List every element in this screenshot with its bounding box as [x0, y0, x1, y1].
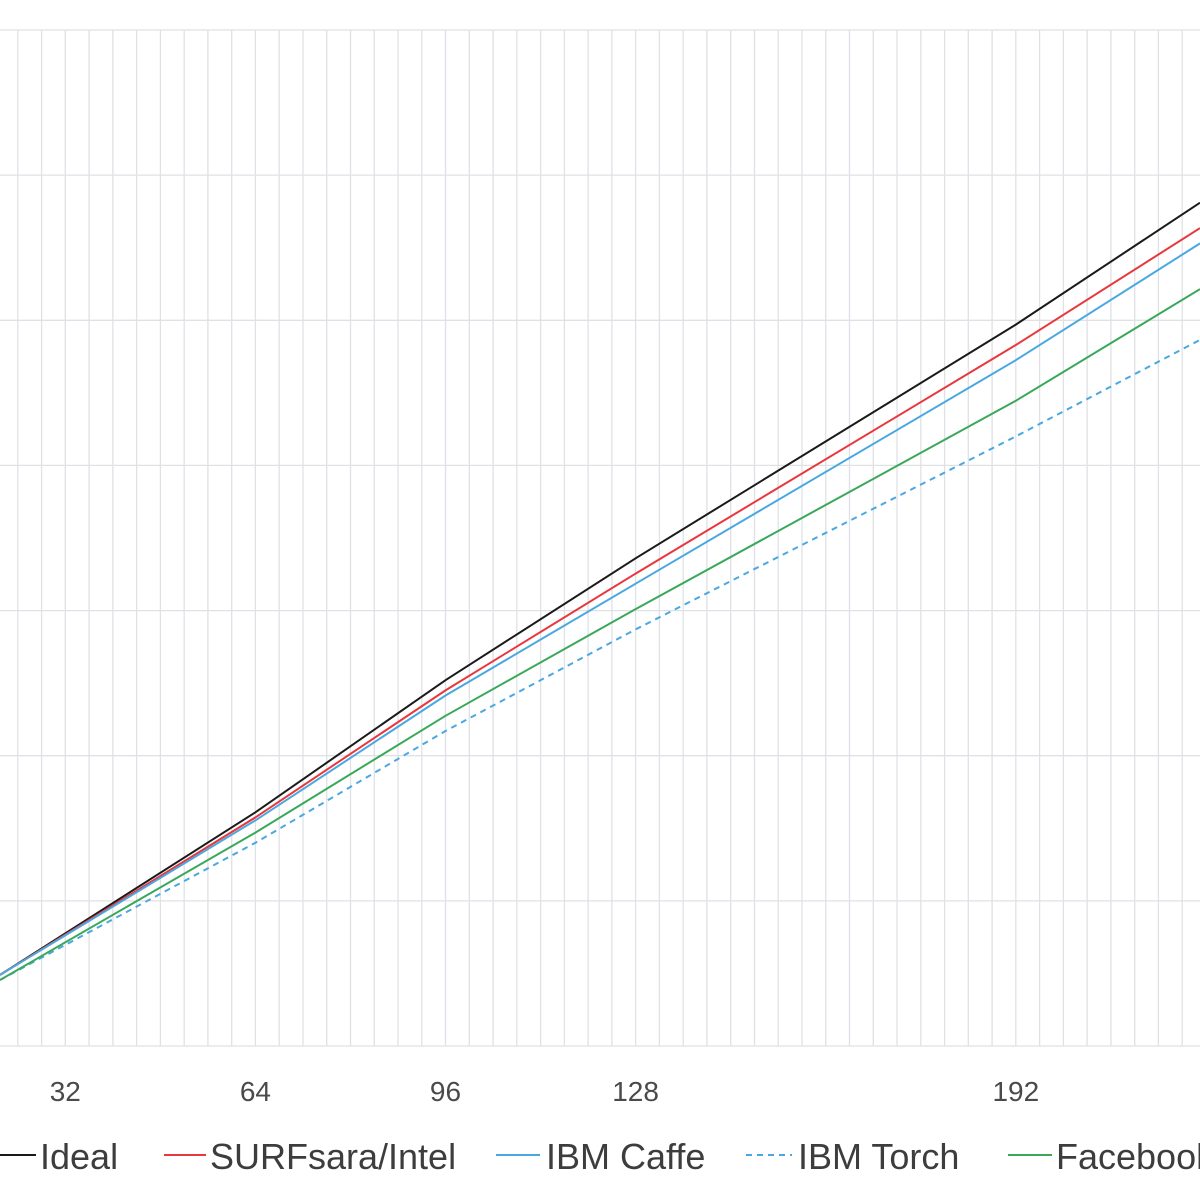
legend-label-ibm-caffe: IBM Caffe	[546, 1136, 705, 1177]
gridlines	[0, 29, 1200, 1047]
series-line-ibm-torch	[0, 339, 1200, 981]
legend-label-facebook: Facebook	[1056, 1136, 1200, 1177]
series-line-surfsara-intel	[0, 227, 1200, 976]
x-tick-label: 192	[992, 1076, 1039, 1107]
x-tick-label: 64	[240, 1076, 271, 1107]
x-axis-ticks: 32 64 96 128 192	[50, 1076, 1039, 1107]
legend-label-ideal: Ideal	[40, 1136, 118, 1177]
series-layer	[0, 201, 1200, 981]
legend-label-ibm-torch: IBM Torch	[798, 1136, 959, 1177]
series-line-ideal	[0, 201, 1200, 976]
x-tick-label: 96	[430, 1076, 461, 1107]
series-line-ibm-caffe	[0, 242, 1200, 976]
x-tick-label: 128	[612, 1076, 659, 1107]
x-tick-label: 32	[50, 1076, 81, 1107]
legend-label-surfsara-intel: SURFsara/Intel	[210, 1136, 456, 1177]
series-line-facebook	[0, 288, 1200, 981]
legend: Ideal SURFsara/Intel IBM Caffe IBM Torch Fac…	[0, 1136, 1200, 1177]
